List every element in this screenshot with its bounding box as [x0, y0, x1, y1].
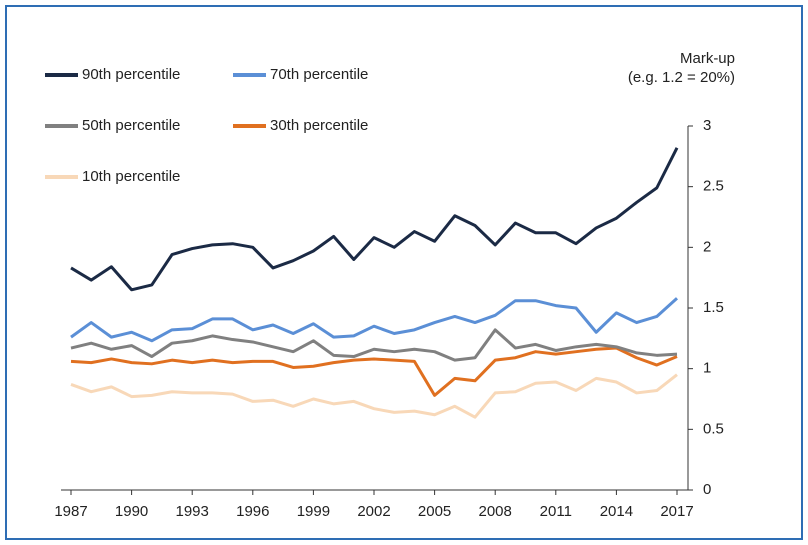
legend-label: 50th percentile: [82, 117, 180, 134]
y-tick-label: 0: [703, 481, 711, 498]
y-tick-label: 2.5: [703, 178, 724, 195]
y-tick-label: 1.5: [703, 299, 724, 316]
series-line: [70, 373, 678, 419]
x-tick-label: 2002: [357, 503, 390, 520]
legend-label: 10th percentile: [82, 168, 180, 185]
legend-label: 90th percentile: [82, 66, 180, 83]
frame: [5, 5, 803, 540]
series-line: [70, 328, 678, 362]
x-tick-label: 2008: [479, 503, 512, 520]
series-line: [70, 346, 678, 397]
x-tick-label: 1987: [54, 503, 87, 520]
series-line: [70, 297, 679, 343]
legend-label: 30th percentile: [270, 117, 368, 134]
legend-label: 70th percentile: [270, 66, 368, 83]
x-tick-label: 2017: [660, 503, 693, 520]
x-tick-label: 1999: [297, 503, 330, 520]
x-tick-label: 2005: [418, 503, 451, 520]
y-tick-label: 3: [703, 117, 711, 134]
y-tick-label: 2: [703, 238, 711, 255]
series-line: [70, 147, 679, 292]
y-axis-title: Mark-up: [680, 50, 735, 67]
y-axis-title: (e.g. 1.2 = 20%): [628, 69, 735, 86]
x-tick-label: 2014: [600, 503, 633, 520]
x-tick-label: 1996: [236, 503, 269, 520]
x-tick-label: 1993: [176, 503, 209, 520]
x-tick-label: 1990: [115, 503, 148, 520]
y-tick-label: 1: [703, 360, 711, 377]
x-tick-label: 2011: [540, 503, 572, 520]
y-tick-label: 0.5: [703, 420, 724, 437]
